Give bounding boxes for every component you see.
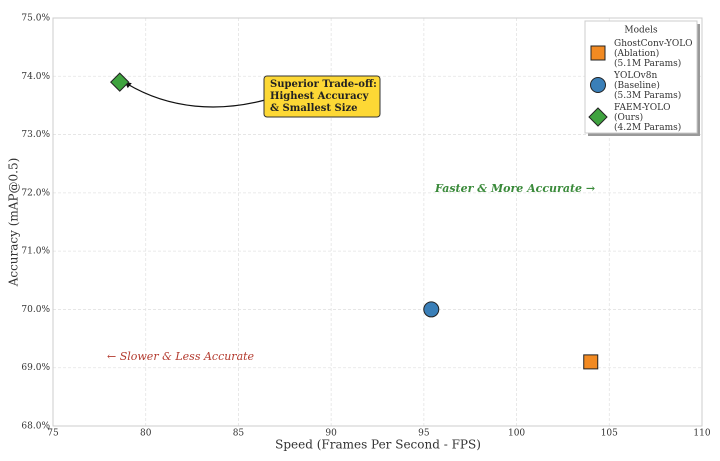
y-tick-label: 69.0% [21,363,50,373]
x-tick-label: 95 [418,429,430,439]
legend-marker [588,107,608,127]
y-tick-label: 70.0% [21,305,50,315]
y-axis-label: Accuracy (mAP@0.5) [7,158,21,288]
annotation-arrow [125,82,266,108]
legend-label: FAEM-YOLO (Ours) (4.2M Params) [614,103,681,133]
plot-frame [52,17,703,427]
legend-title: Models [624,26,658,36]
y-tick-label: 71.0% [21,247,50,257]
legend-label: YOLOv8n (Baseline) (5.3M Params) [613,71,681,101]
x-tick-label: 75 [47,429,59,439]
legend-marker [590,45,606,61]
annotation-box [263,75,381,118]
y-tick-label: 74.0% [21,72,50,82]
y-tick-label: 75.0% [21,14,50,24]
x-tick-label: 100 [508,429,525,439]
y-tick-label: 72.0% [21,188,50,198]
annotation: ← Slower & Less Accurate [107,350,255,363]
marker [583,354,599,370]
legend-label: GhostConv-YOLO (Ablation) (5.1M Params) [614,39,693,69]
marker [110,72,130,92]
y-tick-label: 68.0% [21,422,50,432]
x-axis-label: Speed (Frames Per Second - FPS) [275,438,481,452]
x-tick-label: 90 [325,429,337,439]
x-tick-label: 85 [233,429,245,439]
legend-marker [590,77,606,93]
annotation: Superior Trade-off: Highest Accuracy & Sma… [270,79,377,114]
x-tick-label: 80 [140,429,152,439]
marker [423,301,440,318]
y-tick-label: 73.0% [21,130,50,140]
annotation: Faster & More Accurate → [434,182,595,195]
x-tick-label: 105 [601,429,618,439]
x-tick-label: 110 [693,429,710,439]
